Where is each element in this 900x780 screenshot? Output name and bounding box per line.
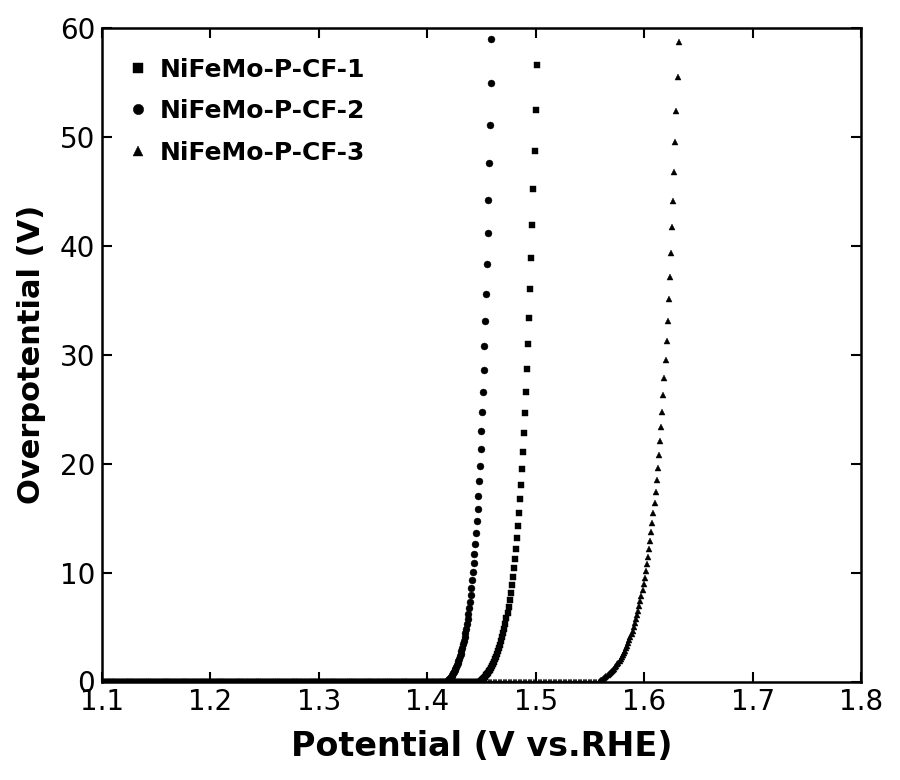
Line: NiFeMo-P-CF-2: NiFeMo-P-CF-2 [98, 2, 542, 685]
NiFeMo-P-CF-2 [509, 2, 520, 11]
NiFeMo-P-CF-1 [137, 677, 148, 686]
NiFeMo-P-CF-1 [598, 2, 608, 11]
Line: NiFeMo-P-CF-3: NiFeMo-P-CF-3 [98, 2, 733, 685]
NiFeMo-P-CF-3 [720, 2, 731, 11]
Legend: NiFeMo-P-CF-1, NiFeMo-P-CF-2, NiFeMo-P-CF-3: NiFeMo-P-CF-1, NiFeMo-P-CF-2, NiFeMo-P-C… [122, 48, 375, 175]
NiFeMo-P-CF-1 [595, 2, 606, 11]
NiFeMo-P-CF-3 [724, 2, 734, 11]
NiFeMo-P-CF-2 [96, 677, 107, 686]
NiFeMo-P-CF-3 [674, 2, 685, 11]
X-axis label: Potential (V vs.RHE): Potential (V vs.RHE) [291, 730, 672, 764]
NiFeMo-P-CF-3 [679, 2, 689, 11]
Y-axis label: Overpotential (V): Overpotential (V) [17, 205, 46, 504]
NiFeMo-P-CF-1 [481, 671, 491, 680]
NiFeMo-P-CF-3 [149, 677, 160, 686]
NiFeMo-P-CF-3 [96, 677, 107, 686]
NiFeMo-P-CF-1 [271, 677, 282, 686]
NiFeMo-P-CF-2 [484, 120, 495, 129]
NiFeMo-P-CF-2 [447, 668, 458, 678]
NiFeMo-P-CF-2 [284, 677, 294, 686]
NiFeMo-P-CF-1 [588, 2, 598, 11]
NiFeMo-P-CF-3 [600, 672, 611, 682]
NiFeMo-P-CF-1 [555, 2, 566, 11]
NiFeMo-P-CF-3 [327, 677, 338, 686]
NiFeMo-P-CF-1 [534, 2, 544, 11]
NiFeMo-P-CF-2 [110, 677, 121, 686]
NiFeMo-P-CF-2 [403, 677, 414, 686]
NiFeMo-P-CF-2 [487, 2, 498, 11]
Line: NiFeMo-P-CF-1: NiFeMo-P-CF-1 [98, 2, 607, 685]
NiFeMo-P-CF-1 [96, 677, 107, 686]
NiFeMo-P-CF-2 [533, 2, 544, 11]
NiFeMo-P-CF-3 [713, 2, 724, 11]
